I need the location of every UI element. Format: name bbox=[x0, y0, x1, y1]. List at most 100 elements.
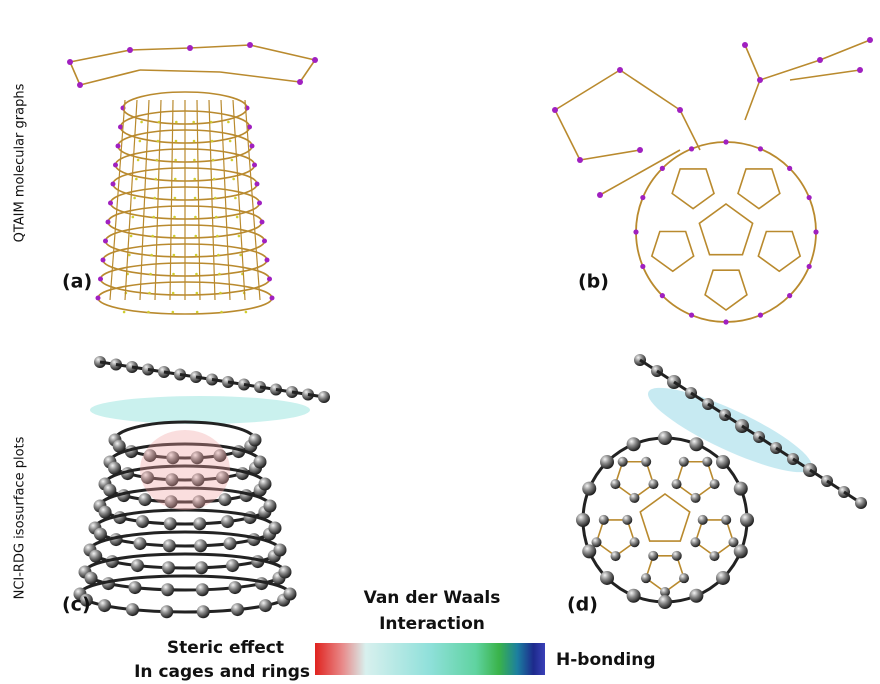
bond bbox=[820, 40, 870, 60]
atom bbox=[265, 258, 270, 263]
atom bbox=[239, 254, 242, 257]
atom bbox=[648, 551, 658, 561]
atom bbox=[627, 589, 641, 603]
atom bbox=[600, 455, 614, 469]
ring bbox=[738, 169, 780, 209]
atom bbox=[599, 515, 609, 525]
bond bbox=[745, 80, 760, 120]
atom bbox=[740, 513, 754, 527]
atom bbox=[151, 235, 154, 238]
atom bbox=[637, 147, 643, 153]
atom bbox=[139, 493, 152, 506]
atom bbox=[269, 522, 282, 535]
atom bbox=[633, 229, 638, 234]
panel-label: (c) bbox=[62, 594, 91, 616]
atom bbox=[116, 144, 121, 149]
panel-label: (d) bbox=[567, 594, 598, 616]
atom bbox=[249, 434, 262, 447]
panel-label: (b) bbox=[578, 271, 609, 293]
atom bbox=[582, 482, 596, 496]
atom bbox=[174, 197, 177, 200]
atom bbox=[172, 311, 175, 314]
atom bbox=[231, 159, 234, 162]
atom bbox=[214, 197, 217, 200]
atom bbox=[193, 159, 196, 162]
atom bbox=[262, 239, 267, 244]
bond bbox=[600, 150, 680, 195]
atom bbox=[274, 544, 287, 557]
ring bbox=[615, 462, 653, 498]
atom bbox=[133, 197, 136, 200]
bond bbox=[250, 45, 315, 60]
atom bbox=[174, 178, 177, 181]
atom bbox=[229, 581, 242, 594]
atom bbox=[641, 457, 651, 467]
legend-label: H-bonding bbox=[556, 650, 656, 670]
atom bbox=[691, 493, 701, 503]
atom bbox=[98, 599, 111, 612]
atom bbox=[672, 479, 682, 489]
ring bbox=[695, 520, 733, 556]
legend-label: In cages and rings bbox=[134, 662, 310, 682]
atom bbox=[217, 254, 220, 257]
atom bbox=[611, 551, 621, 561]
atom bbox=[129, 581, 142, 594]
ring bbox=[85, 554, 285, 590]
atom bbox=[140, 121, 143, 124]
atom bbox=[98, 277, 103, 282]
atom bbox=[234, 197, 237, 200]
atom bbox=[67, 59, 73, 65]
atom bbox=[618, 457, 628, 467]
atom bbox=[219, 493, 232, 506]
atom bbox=[175, 140, 178, 143]
atom bbox=[641, 573, 651, 583]
atom bbox=[162, 561, 175, 574]
atom bbox=[195, 273, 198, 276]
atom bbox=[194, 539, 207, 552]
row-label: QTAIM molecular graphs bbox=[13, 83, 28, 242]
atom bbox=[193, 517, 206, 530]
atom bbox=[152, 216, 155, 219]
atom bbox=[157, 140, 160, 143]
ring bbox=[705, 270, 747, 310]
bond bbox=[680, 110, 700, 150]
bond bbox=[555, 110, 580, 160]
atom bbox=[689, 146, 694, 151]
atom bbox=[194, 235, 197, 238]
bond bbox=[790, 70, 860, 80]
atom bbox=[164, 517, 177, 530]
bond bbox=[140, 100, 149, 300]
bond bbox=[300, 60, 315, 82]
atom bbox=[173, 235, 176, 238]
atom bbox=[284, 588, 297, 601]
atom bbox=[658, 595, 672, 609]
ring bbox=[80, 576, 290, 612]
legend-label: Interaction bbox=[379, 614, 485, 634]
atom bbox=[172, 292, 175, 295]
atom bbox=[260, 220, 265, 225]
atom bbox=[94, 528, 107, 541]
atom bbox=[193, 178, 196, 181]
bond bbox=[125, 100, 137, 300]
atom bbox=[175, 121, 178, 124]
atom bbox=[658, 431, 672, 445]
bond bbox=[580, 150, 640, 160]
atom bbox=[622, 515, 632, 525]
atom bbox=[716, 571, 730, 585]
atom bbox=[597, 192, 603, 198]
legend-label: Steric effect bbox=[167, 638, 284, 658]
atom bbox=[672, 551, 682, 561]
atom bbox=[787, 166, 792, 171]
atom bbox=[156, 159, 159, 162]
bond bbox=[155, 100, 161, 300]
atom bbox=[723, 139, 728, 144]
bond bbox=[130, 48, 190, 50]
atom bbox=[135, 178, 138, 181]
atom bbox=[196, 583, 209, 596]
atom bbox=[787, 293, 792, 298]
atom bbox=[677, 107, 683, 113]
atom bbox=[742, 42, 748, 48]
bond bbox=[221, 100, 230, 300]
atom bbox=[629, 493, 639, 503]
figure: QTAIM molecular graphs NCI-RDG isosurfac… bbox=[0, 0, 880, 684]
